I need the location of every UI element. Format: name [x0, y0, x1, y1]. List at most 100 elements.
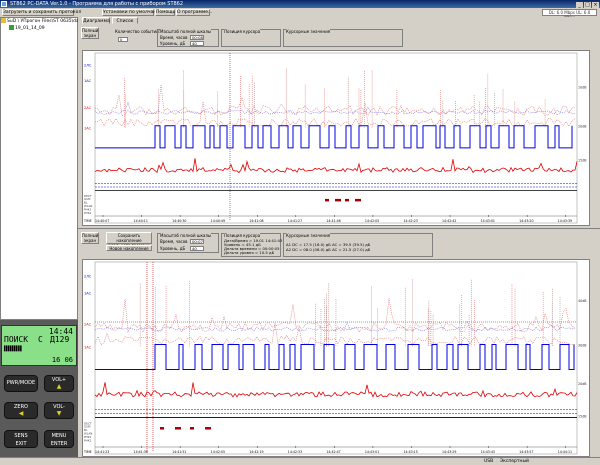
x-tick-label: 14:43:15: [403, 450, 417, 454]
x-tick-label: 14:41:23: [95, 450, 109, 454]
row-label: PHK2: [84, 438, 92, 442]
vol-up-button[interactable]: VOL+ ▲: [44, 375, 74, 392]
trace-blue: [95, 343, 575, 370]
app-icon: [1, 1, 7, 7]
version-indicator: DL: 6.0 Mbps UL: 6.0 Mbps: [542, 9, 597, 20]
fullscreen-button[interactable]: Полный экран: [81, 27, 99, 39]
file-tree[interactable]: SuD \ УПрогон Files\ST 0635\data 19_01_1…: [0, 17, 83, 320]
event-block: [335, 198, 341, 202]
top-chart-svg[interactable]: 2ЛС1АС2АС1АС10dB20dB15dBDECTGSMBLWLANPHK…: [83, 51, 589, 225]
event-block: [355, 198, 361, 202]
trace-red: [94, 382, 578, 398]
x-tick-label: 14:42:42: [442, 219, 456, 223]
new-accumulation-button[interactable]: Новое накопление: [106, 245, 152, 251]
x-tick-label: 14:40:11: [134, 219, 148, 223]
level-scale-select-bottom[interactable]: 40: [190, 246, 204, 251]
event-block: [175, 427, 181, 430]
x-tick-label: 14:42:05: [211, 450, 225, 454]
time-scale-select[interactable]: 00:08: [190, 35, 204, 40]
load-save-button[interactable]: Загрузить и сохранить протокол: [2, 9, 82, 16]
row-label: WLAN: [84, 204, 92, 208]
row-label: DECT: [84, 194, 92, 198]
y-right-label: 15dB: [578, 159, 587, 163]
x-tick-label: 14:43:01: [365, 450, 379, 454]
y-left-label: 2АС: [84, 106, 92, 110]
x-tick-label: 14:40:49: [211, 219, 225, 223]
y-left-label: 2ЛС: [84, 274, 92, 278]
x-tick-label: 14:40:30: [172, 219, 186, 223]
status-bar: USB Экспертный: [0, 457, 600, 465]
trace-red-dotted-2: [94, 101, 576, 127]
scale-group: Масштаб полной шкалы Время, часов 00:08 …: [157, 29, 219, 47]
event-block: [190, 427, 194, 430]
event-block: [160, 427, 164, 430]
tree-root[interactable]: SuD \ УПрогон Files\ST 0635\data: [1, 18, 83, 25]
y-left-label: 2ЛС: [84, 64, 92, 68]
time-axis-label: TIME: [83, 219, 92, 223]
x-tick-label: 14:41:27: [288, 219, 302, 223]
save-accumulation-button[interactable]: Сохранить накоплениереального времени: [106, 232, 152, 248]
pwr-mode-button[interactable]: PWR/MODE: [4, 375, 38, 392]
y-right-label: 20dB: [578, 125, 587, 129]
events-count: 0: [118, 37, 128, 42]
zero-button[interactable]: ZERO ◀: [4, 402, 38, 419]
trace-blue: [95, 125, 573, 149]
x-tick-label: 14:40:07: [95, 219, 109, 223]
lcd-channel-c: С: [38, 335, 43, 344]
bottom-chart[interactable]: 2ЛС 1АС 2АС 1АС 40dB 30dB 20dB 15dB DECT GSM BL WLA…: [82, 259, 590, 457]
trace-blue-dotted: [94, 320, 576, 332]
x-tick-label: 14:41:36: [134, 450, 148, 454]
sens-exit-button[interactable]: SENS EXIT: [4, 430, 38, 448]
device-lcd: 14:44 ПОИСК С Д129 ▌▌▌▌▌▌▌▌▌ 16 06: [1, 325, 77, 366]
lcd-time: 14:44: [48, 327, 73, 336]
top-panel: Диаграмма Список Полный экран Количество…: [78, 17, 600, 227]
status-usb: USB: [484, 459, 494, 464]
file-icon: [9, 25, 14, 30]
x-tick-label: 14:41:51: [172, 450, 186, 454]
lcd-level-bar: ▌▌▌▌▌▌▌▌▌: [4, 346, 23, 352]
x-tick-label: 14:43:01: [481, 219, 495, 223]
close-icon[interactable]: ×: [592, 2, 599, 8]
defaults-button[interactable]: Установки по умолчанию: [102, 9, 163, 16]
tab-diagram[interactable]: Диаграмма: [82, 17, 110, 24]
row-label: DECT: [84, 421, 92, 425]
tree-item[interactable]: 19_01_14_09: [1, 25, 77, 32]
level-scale-select[interactable]: 40: [190, 41, 204, 46]
event-block: [325, 198, 329, 202]
trace-red: [94, 158, 578, 174]
plot-area: [94, 52, 578, 224]
y-right-label: 30dB: [578, 343, 587, 347]
fullscreen-button-bottom[interactable]: Полный экран: [81, 232, 99, 244]
y-left-label: 1АС: [84, 345, 92, 349]
maximize-icon[interactable]: □: [584, 2, 591, 8]
cursor-pos-group-bottom: Позиция курсора Дата/Время = 19.01 14:41…: [221, 233, 282, 257]
row-label: WLAN: [84, 431, 92, 435]
event-block: [345, 198, 349, 202]
minimize-icon[interactable]: _: [576, 2, 583, 8]
top-chart[interactable]: 2ЛС 1АС 2АС 1АС 10dB 20dB 15dB DECT GSM BL WLAN PHK…: [82, 50, 590, 226]
y-right-label: 10dB: [578, 85, 587, 89]
arrow-down-icon: ▼: [56, 410, 62, 417]
about-button[interactable]: О программе...: [176, 9, 213, 16]
time-scale-select-bottom[interactable]: 00:07: [190, 239, 204, 244]
trace-red-dotted: [94, 84, 576, 117]
bottom-panel: Полный экран Сохранить накоплениереально…: [78, 228, 600, 458]
menu-enter-button[interactable]: MENU ENTER: [44, 430, 74, 448]
arrow-left-icon: ◀: [18, 410, 24, 417]
help-button[interactable]: Помощь: [155, 9, 176, 16]
trace-red-dotted: [94, 298, 576, 333]
x-tick-label: 14:42:33: [288, 450, 302, 454]
row-label: BL: [84, 201, 88, 205]
toolbar: Загрузить и сохранить протокол Установки…: [0, 8, 600, 17]
x-tick-label: 14:42:23: [403, 219, 417, 223]
x-tick-label: 14:43:29: [442, 450, 456, 454]
tab-list[interactable]: Список: [112, 17, 138, 24]
vol-down-button[interactable]: VOL- ▼: [44, 402, 74, 419]
x-tick-label: 14:43:43: [481, 450, 495, 454]
bottom-chart-svg[interactable]: 2ЛС 1АС 2АС 1АС 40dB 30dB 20dB 15dB DECTGSMBLWLA…: [83, 260, 589, 456]
trace-red-dotted-2: [94, 322, 576, 346]
cursor-values-group-bottom: Курсорные значения Δ1 DC = 17.5 (16.0) д…: [283, 233, 433, 257]
x-tick-label: 14:44:11: [558, 450, 572, 454]
row-label: BL: [84, 428, 88, 432]
row-label: GSM: [84, 197, 91, 201]
